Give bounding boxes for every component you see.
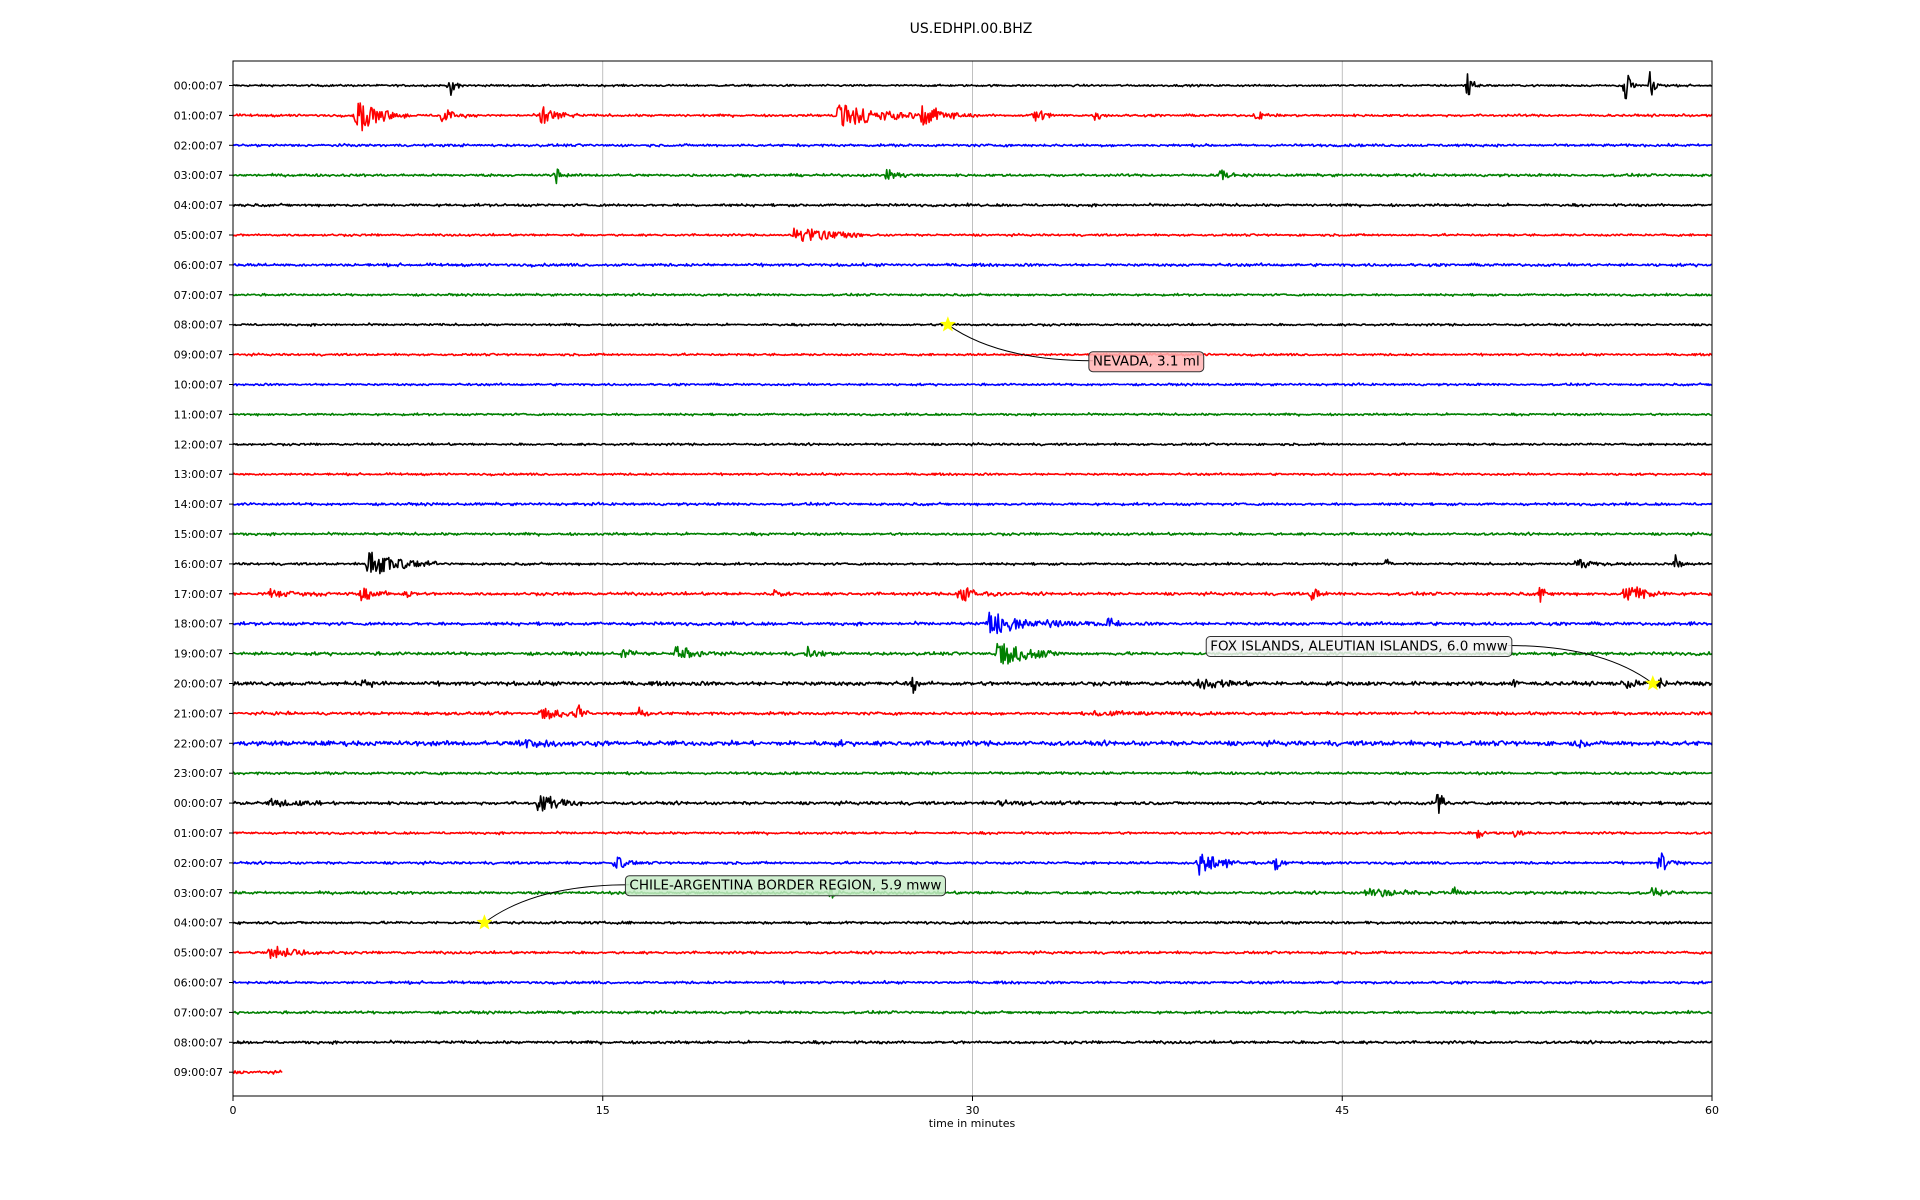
trace-row [232,586,1713,603]
row-time-label: 11:00:07 [174,408,223,421]
row-time-label: 02:00:07 [174,139,223,152]
row-time-label: 21:00:07 [174,707,223,720]
trace-row [232,501,1713,507]
row-time-label: 04:00:07 [174,917,223,930]
row-time-label: 10:00:07 [174,379,223,392]
row-time-label: 00:00:07 [174,797,223,810]
trace-row [232,292,1713,297]
row-time-label: 09:00:07 [174,1066,223,1079]
event-label: CHILE-ARGENTINA BORDER REGION, 5.9 mww [629,878,941,894]
row-time-label: 08:00:07 [174,1036,223,1049]
row-time-label: 00:00:07 [174,80,223,93]
row-time-label: 13:00:07 [174,468,223,481]
trace-row [232,262,1713,268]
event-label: FOX ISLANDS, ALEUTIAN ISLANDS, 6.0 mww [1210,639,1508,655]
trace-row [232,1069,283,1075]
annotation-connector [484,884,630,924]
trace-row [232,471,1713,477]
row-time-label: 06:00:07 [174,259,223,272]
row-time-label: 20:00:07 [174,678,223,691]
x-tick-label: 30 [966,1104,980,1117]
trace-row [232,531,1713,537]
row-time-label: 05:00:07 [174,229,223,242]
row-labels: 00:00:07 01:00:07 02:00:07 03:00:07 04:00:07… [174,80,233,1079]
event-star-marker [476,914,493,930]
row-time-label: 04:00:07 [174,199,223,212]
trace-row [232,322,1713,328]
trace-row [232,770,1713,776]
row-time-label: 17:00:07 [174,588,223,601]
row-time-label: 01:00:07 [174,109,223,122]
trace-row [232,102,1713,132]
trace-row [232,202,1713,208]
trace-row [232,829,1713,839]
row-time-label: 02:00:07 [174,857,223,870]
annotation-connector [1507,645,1654,684]
trace-row [232,412,1713,417]
row-time-label: 06:00:07 [174,977,223,990]
trace-row [232,886,1713,899]
x-tick-label: 0 [230,1104,237,1117]
event-label-box [624,875,946,897]
trace-row [232,979,1713,986]
row-time-label: 18:00:07 [174,618,223,631]
trace-row [232,382,1713,387]
row-time-label: 07:00:07 [174,1006,223,1019]
trace-row [232,442,1713,447]
event-annotation: FOX ISLANDS, ALEUTIAN ISLANDS, 6.0 mww [1205,636,1661,691]
vertical-grid [602,61,1343,1096]
event-annotation: NEVADA, 3.1 ml [939,316,1205,373]
trace-row [232,551,1712,575]
event-label-box [1088,351,1205,373]
trace-row [232,1039,1713,1046]
row-time-label: 08:00:07 [174,319,223,332]
event-annotation: CHILE-ARGENTINA BORDER REGION, 5.9 mww [476,875,946,930]
trace-row [232,168,1713,185]
trace-row [232,945,1713,960]
row-time-label: 23:00:07 [174,767,223,780]
row-time-label: 15:00:07 [174,528,223,541]
event-annotations: NEVADA, 3.1 ml FOX ISLANDS, ALEUTIAN ISLA… [476,316,1661,930]
row-time-label: 22:00:07 [174,737,223,750]
event-star-marker [1644,675,1661,691]
trace-row [232,739,1713,749]
trace-row [233,1009,1713,1015]
row-time-label: 07:00:07 [174,289,223,302]
trace-row [232,793,1713,814]
row-time-label: 19:00:07 [174,648,223,661]
x-tick-label: 15 [596,1104,610,1117]
event-label: NEVADA, 3.1 ml [1093,354,1200,370]
row-time-label: 05:00:07 [174,947,223,960]
trace-row [232,852,1713,876]
event-label-box [1205,636,1513,657]
row-time-label: 09:00:07 [174,349,223,362]
row-time-label: 14:00:07 [174,498,223,511]
chart-title: US.EDHPI.00.BHZ [909,21,1033,37]
x-tick-label: 60 [1705,1104,1719,1117]
trace-row [232,227,1713,242]
x-tick-label: 45 [1335,1104,1349,1117]
trace-row [232,71,1713,100]
trace-row [232,920,1713,926]
x-axis-label: time in minutes [929,1117,1016,1130]
trace-row [232,611,1713,635]
row-time-label: 16:00:07 [174,558,223,571]
trace-row [232,676,1713,694]
annotation-connector [947,324,1093,362]
trace-row [232,142,1713,148]
trace-row [232,352,1713,357]
event-star-marker [939,316,956,332]
row-time-label: 03:00:07 [174,887,223,900]
row-time-label: 12:00:07 [174,438,223,451]
x-axis: 0 15 30 45 60 [230,1096,1719,1117]
trace-row [232,704,1713,720]
row-time-label: 03:00:07 [174,169,223,182]
row-time-label: 01:00:07 [174,827,223,840]
